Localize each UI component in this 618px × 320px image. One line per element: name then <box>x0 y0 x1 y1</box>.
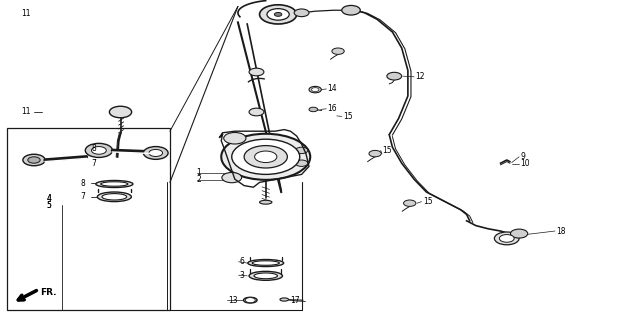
Circle shape <box>91 147 106 154</box>
Circle shape <box>85 143 112 157</box>
Text: 12: 12 <box>415 72 425 81</box>
Circle shape <box>244 146 287 168</box>
Circle shape <box>295 147 308 154</box>
Text: 6: 6 <box>240 257 245 266</box>
Text: 10: 10 <box>520 159 530 168</box>
Text: 13: 13 <box>229 296 239 305</box>
Text: 15: 15 <box>382 146 392 155</box>
Text: 7: 7 <box>80 192 85 201</box>
Circle shape <box>294 9 309 17</box>
Ellipse shape <box>102 194 127 200</box>
Text: 1: 1 <box>197 168 201 177</box>
Ellipse shape <box>252 261 279 265</box>
Ellipse shape <box>96 180 133 188</box>
Bar <box>7 128 170 310</box>
Text: FR.: FR. <box>40 288 57 297</box>
Ellipse shape <box>260 200 272 204</box>
Text: 14: 14 <box>328 84 337 93</box>
Text: 3: 3 <box>240 271 245 280</box>
Circle shape <box>369 150 381 157</box>
Ellipse shape <box>249 271 282 280</box>
Circle shape <box>309 107 318 112</box>
Circle shape <box>149 149 163 156</box>
Text: 16: 16 <box>328 104 337 113</box>
Circle shape <box>387 72 402 80</box>
Text: 8: 8 <box>91 144 96 153</box>
Circle shape <box>274 12 282 16</box>
Text: 4: 4 <box>46 194 51 203</box>
Ellipse shape <box>243 297 257 303</box>
Circle shape <box>249 68 264 76</box>
Text: 11: 11 <box>22 9 31 18</box>
Circle shape <box>109 106 132 118</box>
Text: 5: 5 <box>46 201 51 210</box>
Circle shape <box>510 229 528 238</box>
Circle shape <box>342 5 360 15</box>
Circle shape <box>249 108 264 116</box>
Text: 15: 15 <box>343 112 353 121</box>
Text: 18: 18 <box>556 227 565 236</box>
Text: 2: 2 <box>197 175 201 184</box>
Circle shape <box>28 157 40 163</box>
Text: 5: 5 <box>46 201 51 210</box>
Circle shape <box>255 151 277 163</box>
Ellipse shape <box>248 260 284 267</box>
Circle shape <box>295 160 308 166</box>
Circle shape <box>143 147 168 159</box>
Circle shape <box>221 134 310 180</box>
Circle shape <box>224 132 246 144</box>
Ellipse shape <box>280 298 289 301</box>
Circle shape <box>232 139 300 174</box>
Circle shape <box>311 88 319 92</box>
Circle shape <box>499 235 514 242</box>
Circle shape <box>245 298 255 303</box>
Circle shape <box>260 5 297 24</box>
Text: 17: 17 <box>290 296 300 305</box>
Circle shape <box>23 154 45 166</box>
Circle shape <box>332 48 344 54</box>
Text: 15: 15 <box>423 197 433 206</box>
Text: 7: 7 <box>91 159 96 168</box>
Ellipse shape <box>98 192 131 202</box>
Text: 9: 9 <box>520 152 525 161</box>
Circle shape <box>222 172 242 183</box>
Circle shape <box>494 232 519 245</box>
Circle shape <box>404 200 416 206</box>
Text: 8: 8 <box>80 179 85 188</box>
Circle shape <box>309 86 321 93</box>
Text: 11: 11 <box>22 108 31 116</box>
Ellipse shape <box>101 182 128 186</box>
Circle shape <box>267 9 289 20</box>
Ellipse shape <box>254 273 277 279</box>
Text: 4: 4 <box>46 194 51 203</box>
